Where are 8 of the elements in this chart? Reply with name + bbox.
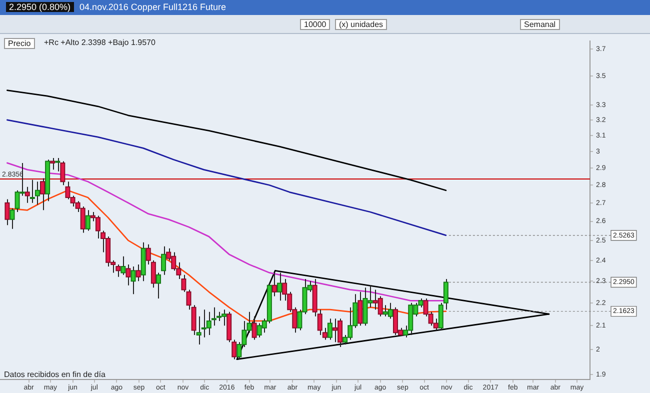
text: Semanal (520, 19, 560, 30)
chart-subtitle: 2.2950 (0.80%) (6, 2, 74, 12)
text: 10000 (300, 19, 330, 30)
annotation: Datos recibidos en fin de día (4, 370, 106, 379)
annotation: +Rc +Alto 2.3398 +Bajo 1.9570 (44, 38, 156, 47)
annotation: Precio (4, 38, 35, 49)
text: (x) unidades (335, 19, 388, 30)
chart-title: 04.nov.2016 Copper Full1216 Future (80, 2, 226, 12)
